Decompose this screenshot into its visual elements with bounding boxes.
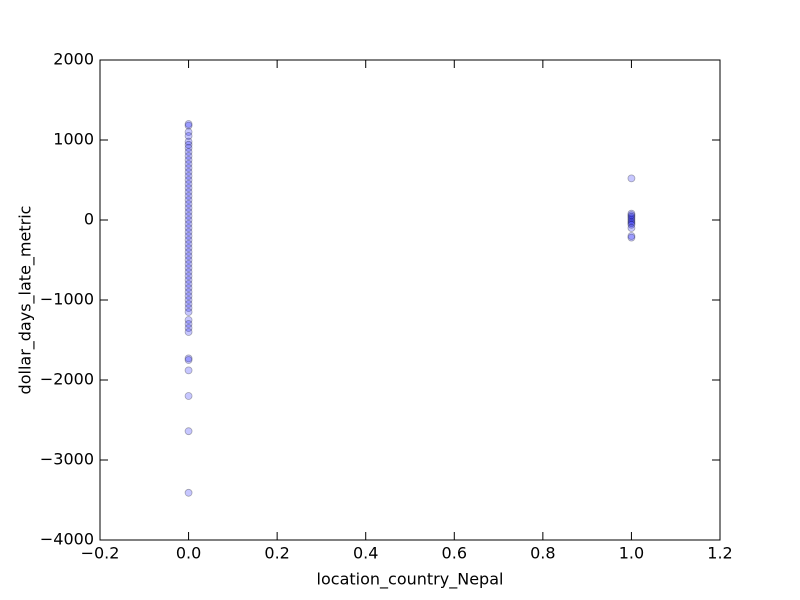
y-tick-label: 1000 <box>53 130 94 149</box>
point <box>184 292 193 300</box>
plot-frame <box>99 59 721 541</box>
x-axis-label: location_country_Nepal <box>317 570 504 590</box>
y-tick-label: −3000 <box>40 450 94 469</box>
y-tick-label: −2000 <box>40 370 94 389</box>
point <box>184 140 193 149</box>
point <box>184 164 193 172</box>
point <box>184 392 193 400</box>
point <box>184 204 193 212</box>
point <box>627 232 636 240</box>
point <box>184 288 193 296</box>
y-tick-label: 2000 <box>53 50 94 69</box>
point <box>184 172 193 180</box>
point <box>184 137 193 146</box>
point <box>184 200 193 208</box>
point <box>184 276 193 284</box>
point <box>184 320 193 328</box>
point <box>184 228 193 236</box>
point <box>184 208 193 216</box>
point <box>627 224 636 232</box>
point <box>184 212 193 220</box>
point <box>184 188 193 196</box>
point <box>184 180 193 188</box>
point <box>184 152 193 160</box>
point <box>184 284 193 292</box>
y-axis-label: dollar_days_late_metric <box>16 206 36 395</box>
point <box>184 280 193 288</box>
point <box>184 232 193 240</box>
point <box>184 354 193 363</box>
point <box>627 209 636 218</box>
point <box>184 268 193 276</box>
x-tick-label: 0.0 <box>176 544 201 563</box>
point <box>184 264 193 272</box>
y-tick-label: −1000 <box>40 290 94 309</box>
point <box>184 224 193 232</box>
point <box>184 356 193 364</box>
point <box>627 212 636 221</box>
point <box>184 308 193 316</box>
point <box>184 236 193 244</box>
y-tick-label: −4000 <box>40 530 94 549</box>
point <box>184 427 193 436</box>
point <box>184 120 193 128</box>
point <box>184 260 193 268</box>
point <box>184 244 193 252</box>
point <box>184 248 193 256</box>
point <box>184 366 193 375</box>
point <box>184 324 193 332</box>
point <box>184 252 193 260</box>
x-tick-label: −0.2 <box>81 544 120 563</box>
point <box>184 240 193 248</box>
x-tick-label: 1.2 <box>707 544 732 563</box>
point <box>184 168 193 176</box>
x-tick-label: 0.4 <box>353 544 378 563</box>
point <box>627 214 636 223</box>
point <box>627 217 636 226</box>
point <box>184 220 193 228</box>
point <box>627 174 636 183</box>
point <box>184 256 193 264</box>
point <box>184 300 193 308</box>
point <box>184 328 193 336</box>
point <box>184 144 193 152</box>
point <box>184 128 193 136</box>
point <box>184 296 193 304</box>
point <box>184 160 193 168</box>
x-tick-label: 1.0 <box>619 544 644 563</box>
x-tick-label: 0.6 <box>442 544 467 563</box>
point <box>627 219 636 228</box>
point <box>184 272 193 280</box>
point <box>184 216 193 224</box>
point <box>184 184 193 192</box>
x-tick-label: 0.2 <box>264 544 289 563</box>
point <box>184 488 193 497</box>
point <box>184 132 193 140</box>
point <box>627 211 636 220</box>
point <box>184 121 193 130</box>
x-tick-label: 0.8 <box>530 544 555 563</box>
y-tick-label: 0 <box>84 210 94 229</box>
point <box>627 216 636 224</box>
point <box>184 176 193 184</box>
point <box>184 304 193 312</box>
point <box>627 220 636 229</box>
point <box>184 156 193 164</box>
point <box>627 233 636 242</box>
point <box>184 196 193 204</box>
point <box>184 148 193 156</box>
point <box>184 192 193 200</box>
point <box>184 316 193 324</box>
